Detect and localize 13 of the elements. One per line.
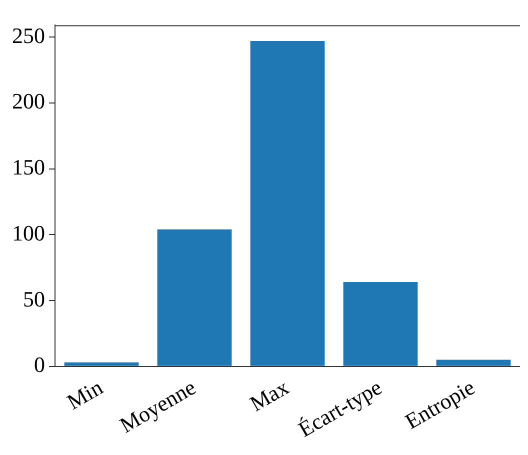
x-tick-label: Max: [245, 374, 293, 416]
y-tick-label: 250: [12, 22, 45, 48]
y-tick-label: 200: [12, 88, 45, 114]
bar: [157, 229, 232, 366]
bar: [250, 41, 325, 366]
y-tick-label: 0: [34, 352, 45, 378]
y-tick-label: 100: [12, 220, 45, 246]
x-tick-label: Min: [62, 374, 107, 414]
bar: [64, 362, 139, 366]
y-tick-label: 150: [12, 154, 45, 180]
bar: [436, 360, 511, 366]
bar: [343, 282, 418, 366]
y-tick-label: 50: [23, 286, 45, 312]
